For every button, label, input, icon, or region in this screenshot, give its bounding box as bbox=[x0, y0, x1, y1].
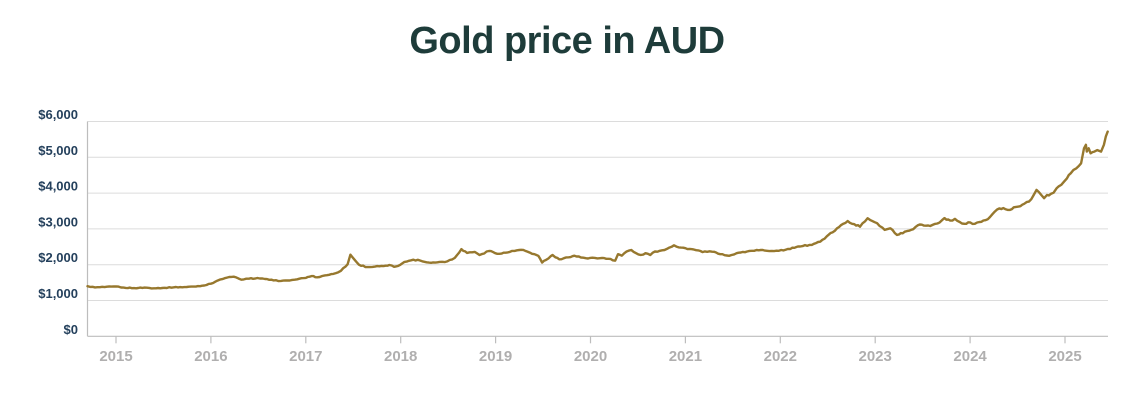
x-axis-label: 2022 bbox=[764, 348, 797, 365]
x-axis-label: 2018 bbox=[384, 348, 417, 365]
x-axis-label: 2021 bbox=[669, 348, 702, 365]
x-axis-label: 2023 bbox=[859, 348, 892, 365]
chart-title: Gold price in AUD bbox=[409, 20, 725, 62]
y-axis-label: $6,000 bbox=[38, 107, 78, 122]
gold-price-series-line bbox=[86, 130, 1109, 290]
x-axis-label: 2015 bbox=[99, 348, 132, 365]
y-axis-label: $3,000 bbox=[38, 214, 78, 229]
x-axis-label: 2020 bbox=[574, 348, 607, 365]
y-axis-label: $1,000 bbox=[38, 286, 78, 301]
y-axis-label: $2,000 bbox=[38, 250, 78, 265]
x-axis-label: 2016 bbox=[194, 348, 227, 365]
y-axis-label: $5,000 bbox=[38, 143, 78, 158]
y-axis-label: $0 bbox=[64, 322, 78, 337]
x-axis-label: 2019 bbox=[479, 348, 512, 365]
x-axis-label: 2025 bbox=[1048, 348, 1081, 365]
y-axis-label: $4,000 bbox=[38, 179, 78, 194]
x-axis-label: 2024 bbox=[953, 348, 987, 365]
x-axis-label: 2017 bbox=[289, 348, 322, 365]
